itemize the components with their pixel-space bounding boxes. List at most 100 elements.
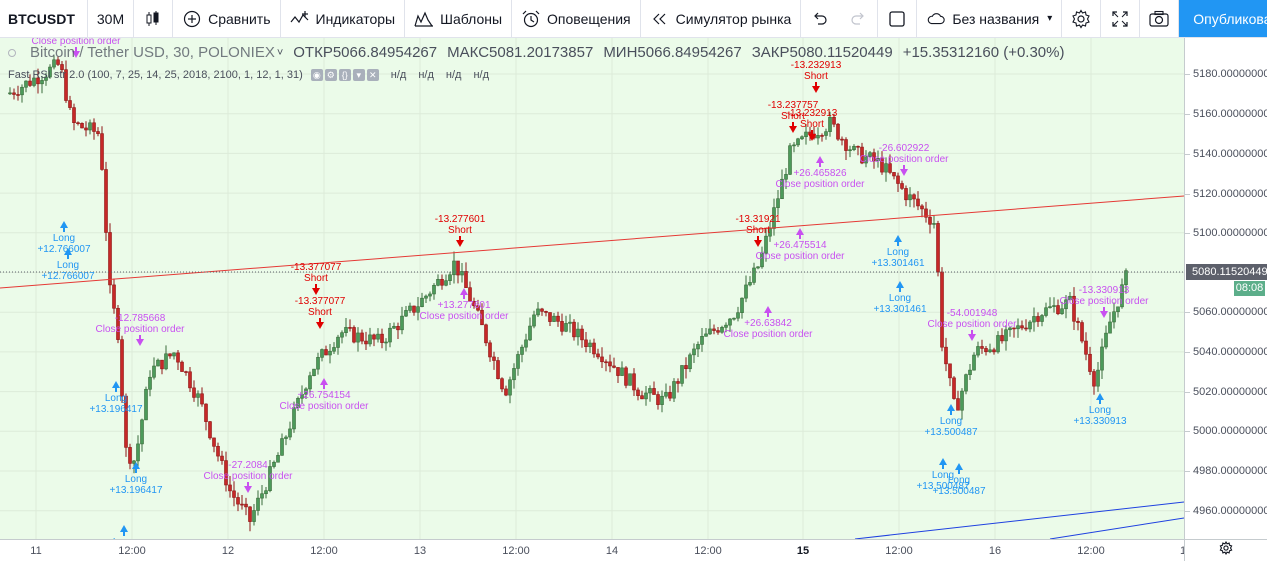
signal-text: +13.301461	[873, 304, 927, 315]
candle-body	[428, 293, 432, 297]
interval-button[interactable]: 30M	[88, 0, 135, 37]
long-signal-marker[interactable]: Long	[113, 525, 135, 539]
settings-button[interactable]	[1062, 0, 1102, 37]
gear-icon[interactable]: ⚙	[324, 69, 337, 81]
close-icon[interactable]: ✕	[366, 69, 379, 81]
close-signal-marker[interactable]: Close position order	[32, 38, 122, 58]
candle-body	[492, 356, 496, 361]
long-signal-marker[interactable]: Long+13.301461	[871, 235, 925, 269]
signal-text: Short	[304, 273, 328, 284]
signal-text: Close position order	[928, 319, 1018, 330]
eye-icon[interactable]: ◉	[310, 69, 323, 81]
long-signal-marker[interactable]: Long+13.196417	[89, 381, 143, 415]
candle-body	[564, 323, 568, 332]
candle-body	[280, 438, 284, 456]
rewind-icon	[650, 9, 670, 29]
publish-label: Опубликовать	[1193, 10, 1267, 27]
snapshot-button[interactable]	[1140, 0, 1180, 37]
candle-body	[424, 295, 428, 299]
long-signal-marker[interactable]: Long+13.330913	[1073, 393, 1127, 427]
fullscreen-button[interactable]	[1101, 0, 1141, 37]
long-signal-marker[interactable]: Long+12.766007	[37, 221, 91, 255]
candle-body	[628, 373, 632, 386]
indicator-title[interactable]: Fast RSI str 2.0 (100, 7, 25, 14, 25, 20…	[8, 69, 303, 81]
series-select-icon[interactable]	[8, 48, 16, 57]
publish-button[interactable]: Опубликовать	[1179, 0, 1267, 37]
save-layout-button[interactable]: Без названия ▾	[917, 0, 1063, 37]
signal-text: Long	[889, 293, 911, 304]
chart-pane[interactable]: Close position order Long +12.766007 Long +1…	[0, 38, 1184, 539]
candle-body	[352, 327, 356, 343]
candle-body	[688, 354, 692, 370]
long-signal-marker[interactable]: Long+13.500487	[916, 458, 970, 492]
fullscreen-layout-button[interactable]	[878, 0, 918, 37]
chart-settings-corner[interactable]	[1184, 539, 1267, 561]
candle-body	[872, 152, 876, 162]
long-signal-marker[interactable]: Long+13.500487	[924, 404, 978, 438]
long-signal-marker[interactable]: Long+13.196417	[109, 462, 163, 496]
candle-body	[456, 260, 460, 276]
signal-text: -26.602922	[879, 143, 930, 154]
long-signal-marker[interactable]: Long+12.766007	[41, 248, 95, 282]
undo-button[interactable]	[801, 0, 839, 37]
time-label: 12:00	[118, 545, 146, 557]
time-scale[interactable]: 11 12:00 12 12:00 13 12:00 14 12:00 15 1…	[0, 539, 1186, 561]
candle-body	[336, 336, 340, 348]
blue-trend-line-lower[interactable]	[1049, 517, 1184, 539]
candle-body	[892, 172, 896, 177]
candle-body	[680, 365, 684, 384]
candle-body	[296, 397, 300, 408]
alerts-button[interactable]: Оповещения	[512, 0, 641, 37]
chevron-down-icon[interactable]: ˅	[276, 46, 284, 59]
candle-body	[444, 280, 448, 286]
templates-button[interactable]: Шаблоны	[405, 0, 513, 37]
candle-body	[672, 381, 676, 399]
candle-body	[500, 378, 504, 390]
long-signal-marker[interactable]: Long+13.301461	[873, 281, 927, 315]
long-signal-marker[interactable]: Long+13.500487	[932, 463, 986, 497]
blue-trend-line-upper[interactable]	[854, 501, 1184, 539]
candle-body	[156, 359, 160, 367]
redo-button[interactable]	[839, 0, 879, 37]
candle-body	[904, 188, 908, 201]
arrow-up-icon	[132, 462, 140, 469]
candle-body	[968, 369, 972, 375]
indicators-icon	[290, 9, 310, 29]
signal-text: Close position order	[280, 401, 370, 412]
red-trend-line[interactable]	[0, 195, 1184, 289]
replay-button[interactable]: Симулятор рынка	[641, 0, 802, 37]
candle-body	[284, 436, 288, 439]
compare-button[interactable]: Сравнить	[173, 0, 281, 37]
indicators-button[interactable]: Индикаторы	[281, 0, 406, 37]
candle-body	[572, 321, 576, 338]
source-code-icon[interactable]: {}	[338, 69, 351, 81]
symbol-search-button[interactable]: BTCUSDT	[0, 0, 88, 37]
more-icon[interactable]: ▾	[352, 69, 365, 81]
signal-text: Close position order	[1060, 296, 1150, 307]
candle-body	[408, 305, 412, 311]
candle-body	[796, 138, 800, 146]
candle-body	[332, 347, 336, 352]
series-title[interactable]: Bitcoin / Tether USD, 30, POLONIEX	[30, 44, 275, 61]
candle-body	[1024, 327, 1028, 330]
templates-label: Шаблоны	[440, 10, 503, 27]
candle-body	[976, 346, 980, 356]
chart-type-button[interactable]	[134, 0, 174, 37]
